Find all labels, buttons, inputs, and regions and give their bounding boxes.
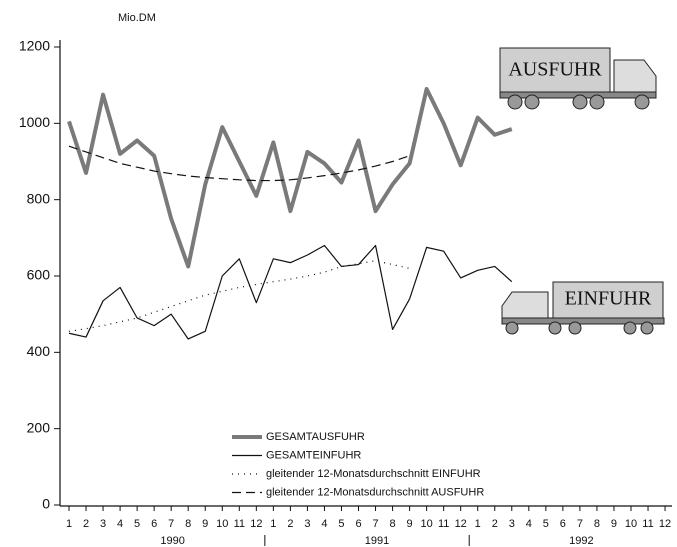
x-tick-label: 9 — [407, 518, 413, 530]
x-tick-label: 5 — [338, 518, 344, 530]
year-label: 1991 — [365, 535, 389, 547]
x-tick-label: 5 — [543, 518, 549, 530]
truck-label: AUSFUHR — [508, 59, 602, 81]
x-tick-label: 11 — [438, 518, 449, 530]
y-tick-label: 0 — [42, 496, 50, 512]
x-tick-label: 12 — [250, 518, 262, 530]
x-tick-label: 7 — [372, 518, 378, 530]
x-tick-label: 2 — [83, 518, 89, 530]
series-line — [68, 244, 513, 340]
x-tick-label: 7 — [577, 518, 583, 530]
x-tick-label: 4 — [526, 518, 532, 530]
x-tick-label: 1 — [270, 518, 276, 530]
y-unit: Mio.DM — [118, 12, 156, 24]
y-tick-label: 400 — [27, 343, 51, 359]
truck-label: EINFUHR — [565, 288, 652, 310]
x-tick-label: 12 — [659, 518, 671, 530]
x-tick-label: 8 — [594, 518, 600, 530]
year-label: 1992 — [569, 535, 593, 547]
y-tick-label: 200 — [27, 419, 51, 435]
truck-export: AUSFUHR — [499, 47, 657, 110]
x-tick-label: 2 — [492, 518, 498, 530]
x-tick-label: 6 — [151, 518, 157, 530]
series-line — [68, 145, 410, 182]
x-tick-label: 3 — [509, 518, 515, 530]
x-tick-label: 10 — [216, 518, 228, 530]
x-tick-label: 2 — [287, 518, 293, 530]
y-tick-label: 600 — [27, 267, 51, 283]
x-tick-label: 9 — [202, 518, 208, 530]
series-line — [68, 260, 410, 332]
x-tick-label: 10 — [625, 518, 637, 530]
series-line — [67, 86, 513, 269]
x-tick-label: 5 — [134, 518, 140, 530]
truck-import: EINFUHR — [501, 281, 665, 335]
x-tick-label: 12 — [455, 518, 467, 530]
y-tick-label: 1200 — [19, 38, 50, 54]
x-tick-label: 8 — [185, 518, 191, 530]
x-tick-label: 4 — [321, 518, 327, 530]
x-tick-label: 4 — [117, 518, 123, 530]
x-tick-label: 3 — [304, 518, 310, 530]
x-tick-label: 6 — [560, 518, 566, 530]
x-tick-label: 6 — [355, 518, 361, 530]
legend-label: gleitender 12-Monatsdurchschnitt EINFUHR — [266, 468, 481, 480]
x-tick-label: 11 — [642, 518, 653, 530]
x-tick-label: 3 — [100, 518, 106, 530]
x-tick-label: 10 — [421, 518, 433, 530]
legend-label: GESAMTEINFUHR — [266, 449, 361, 461]
y-tick-label: 1000 — [19, 114, 50, 130]
x-tick-label: 1 — [475, 518, 481, 530]
legend-label: GESAMTAUSFUHR — [266, 431, 365, 443]
x-tick-label: 11 — [234, 518, 245, 530]
x-tick-label: 8 — [390, 518, 396, 530]
legend-label: gleitender 12-Monatsdurchschnitt AUSFUHR — [266, 486, 484, 498]
year-label: 1990 — [160, 535, 184, 547]
x-tick-label: 1 — [66, 518, 72, 530]
x-tick-label: 7 — [168, 518, 174, 530]
y-tick-label: 800 — [27, 190, 51, 206]
x-tick-label: 9 — [611, 518, 617, 530]
